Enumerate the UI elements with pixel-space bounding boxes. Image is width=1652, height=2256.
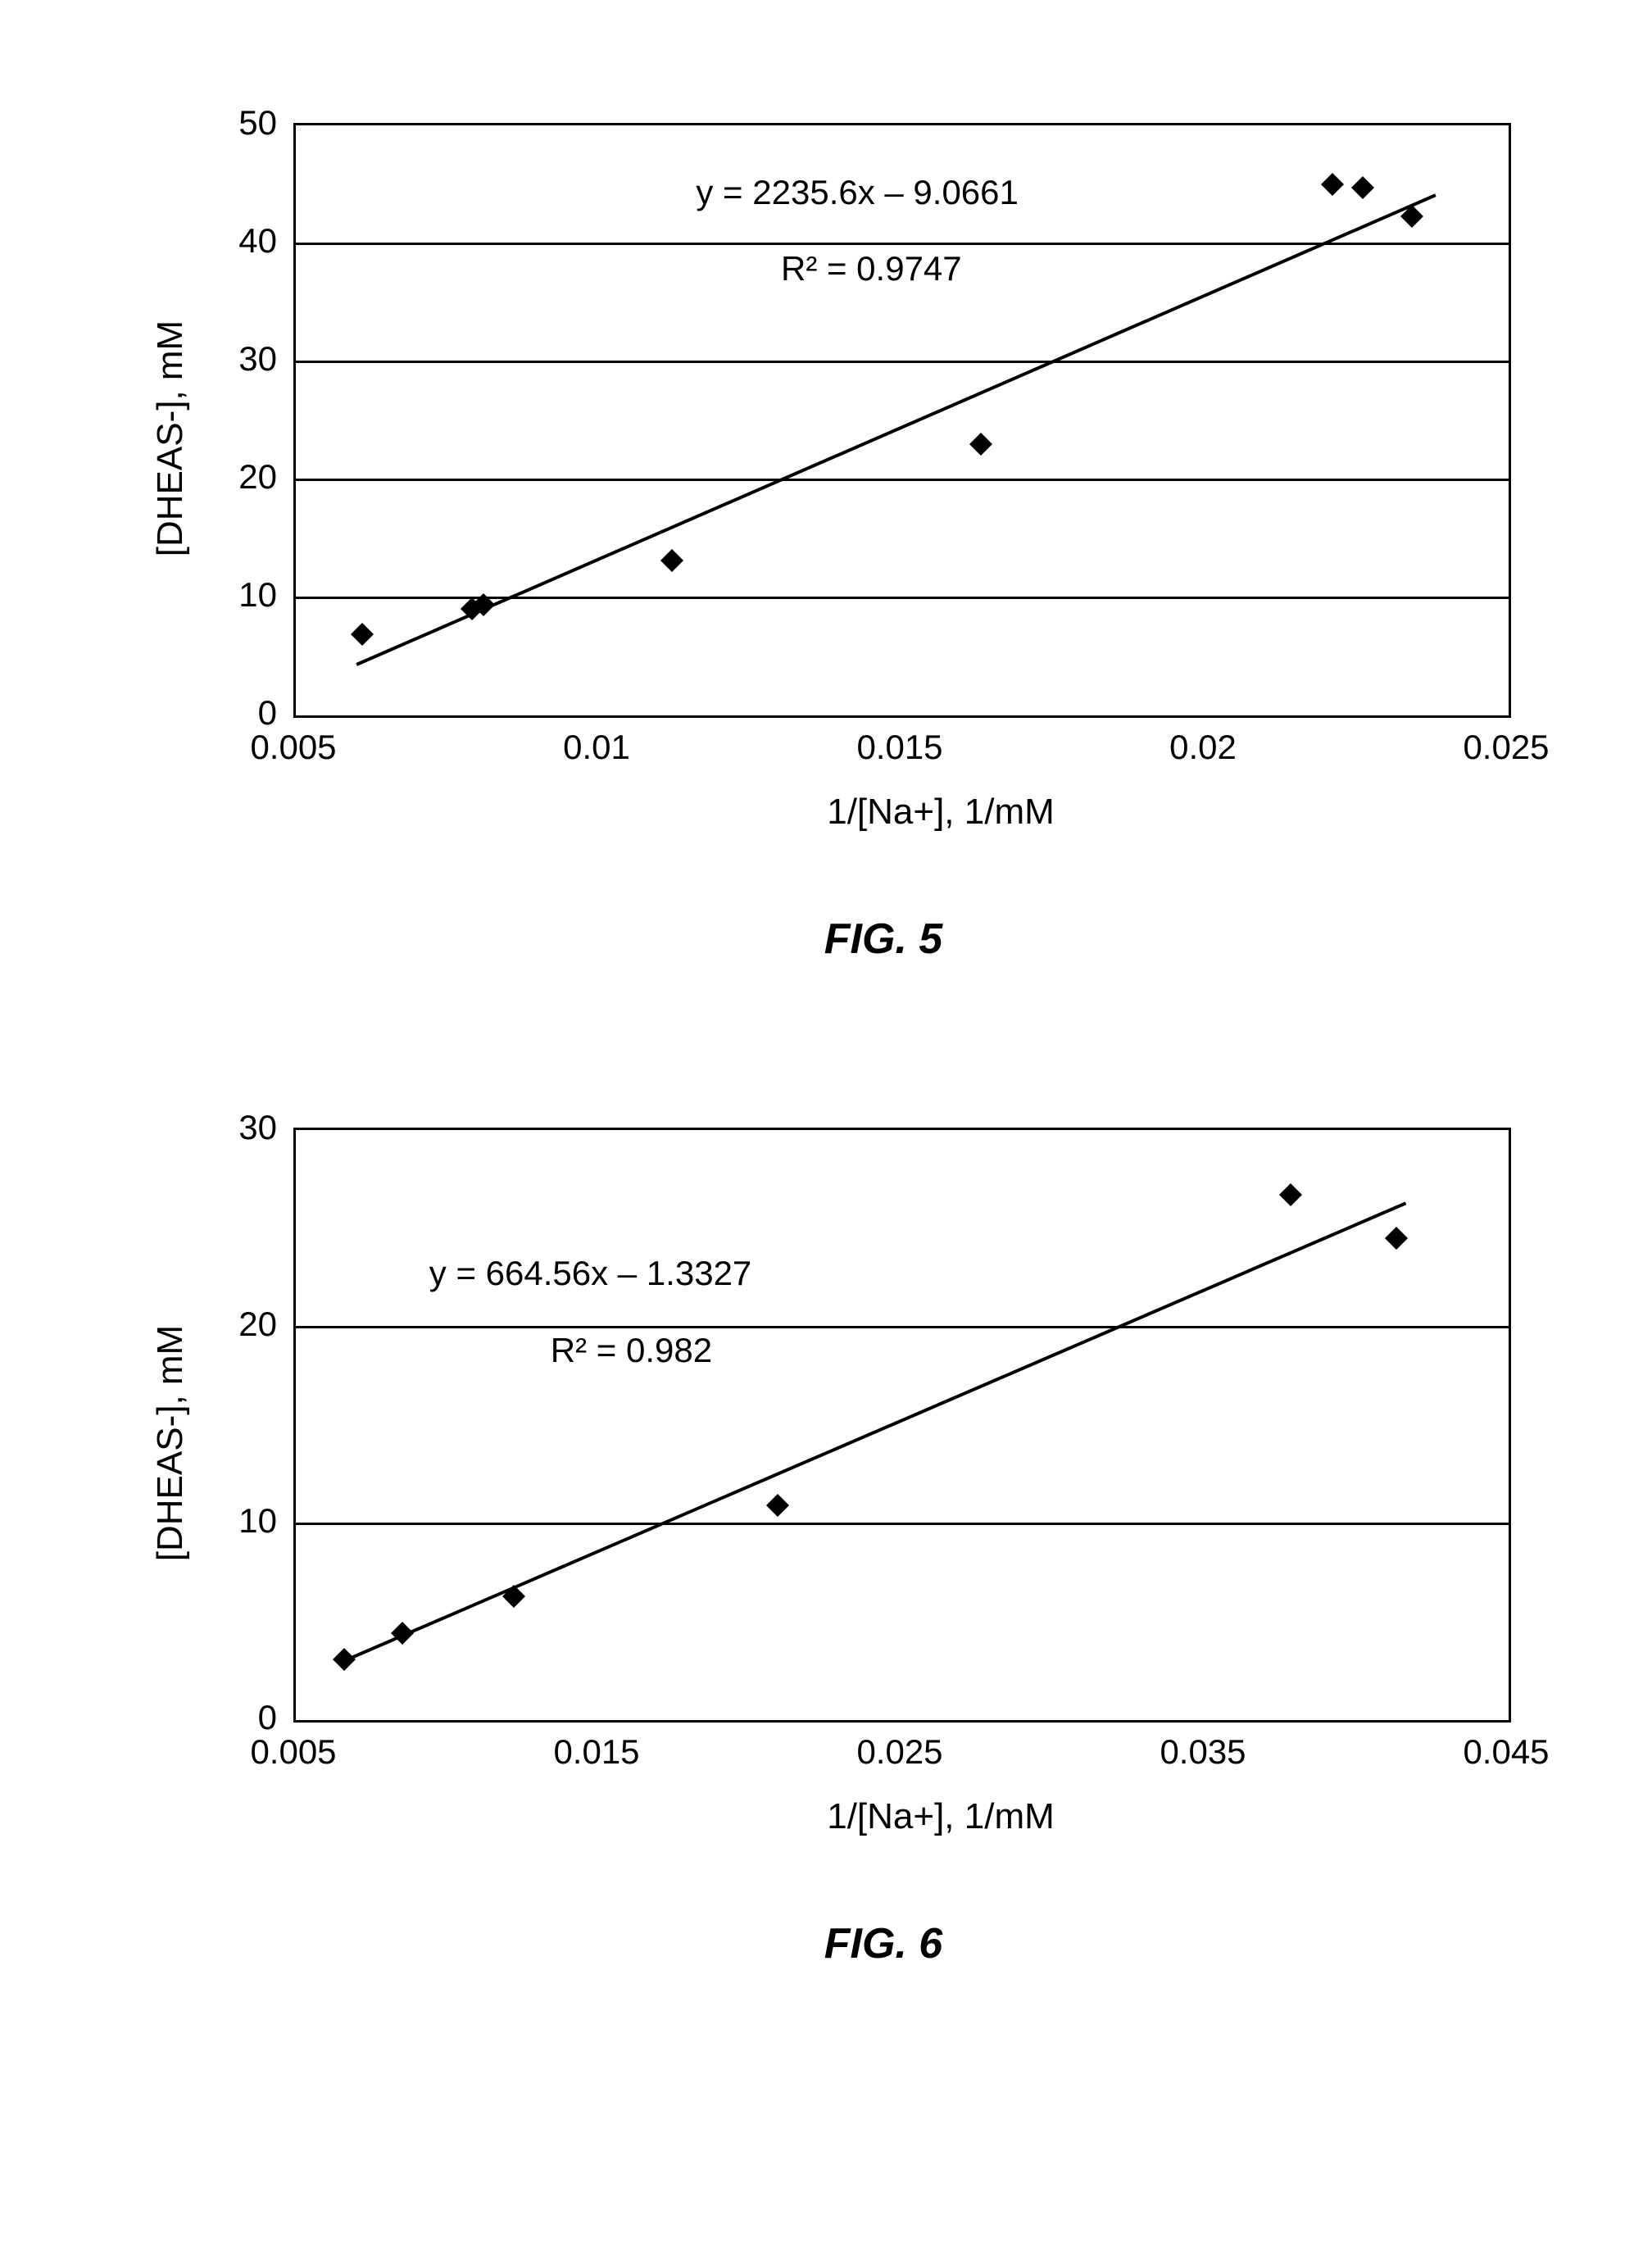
- fig6-r2: R² = 0.982: [551, 1331, 712, 1370]
- fig5-x-axis-label: 1/[Na+], 1/mM: [334, 792, 1547, 833]
- y-tick-label: 10: [203, 575, 277, 615]
- x-tick-label: 0.025: [826, 1732, 974, 1772]
- gridline: [296, 1326, 1509, 1328]
- fig5-r2: R² = 0.9747: [781, 249, 962, 288]
- y-tick-label: 40: [203, 221, 277, 261]
- y-tick-label: 10: [203, 1501, 277, 1541]
- y-tick-label: 50: [203, 103, 277, 143]
- fig5-caption: FIG. 5: [824, 915, 942, 964]
- data-point: [969, 433, 992, 456]
- y-tick-label: 30: [203, 339, 277, 379]
- fig5-y-axis-label: [DHEAS-], mM: [150, 275, 191, 602]
- data-point: [660, 549, 683, 572]
- fig6-equation: y = 664.56x – 1.3327: [429, 1254, 751, 1293]
- data-point: [766, 1494, 789, 1517]
- figure-5: [DHEAS-], mM y = 2235.6x – 9.0661 R² = 0…: [0, 0, 1652, 964]
- data-point: [1385, 1227, 1408, 1250]
- gridline: [296, 1523, 1509, 1525]
- data-point: [391, 1622, 414, 1645]
- y-tick-label: 20: [203, 1305, 277, 1344]
- figure-6: [DHEAS-], mM y = 664.56x – 1.3327 R² = 0…: [0, 1128, 1652, 1968]
- x-tick-label: 0.015: [523, 1732, 670, 1772]
- data-point: [333, 1648, 356, 1671]
- y-tick-label: 0: [203, 693, 277, 733]
- fig6-plot-area: y = 664.56x – 1.3327 R² = 0.982: [293, 1128, 1511, 1723]
- gridline: [296, 361, 1509, 363]
- fig6-x-axis-label: 1/[Na+], 1/mM: [334, 1796, 1547, 1837]
- x-tick-label: 0.005: [220, 1732, 367, 1772]
- x-tick-label: 0.025: [1432, 728, 1580, 767]
- data-point: [351, 623, 374, 646]
- y-tick-label: 30: [203, 1108, 277, 1147]
- data-point: [1400, 205, 1423, 228]
- x-tick-label: 0.015: [826, 728, 974, 767]
- x-tick-label: 0.005: [220, 728, 367, 767]
- data-point: [502, 1585, 525, 1608]
- fig5-plot-area: y = 2235.6x – 9.0661 R² = 0.9747: [293, 123, 1511, 718]
- x-tick-label: 0.045: [1432, 1732, 1580, 1772]
- y-tick-label: 20: [203, 457, 277, 497]
- fig6-caption: FIG. 6: [824, 1919, 942, 1968]
- fig6-y-axis-label: [DHEAS-], mM: [150, 1279, 191, 1607]
- x-tick-label: 0.01: [523, 728, 670, 767]
- y-tick-label: 0: [203, 1698, 277, 1737]
- x-tick-label: 0.035: [1129, 1732, 1277, 1772]
- data-point: [1279, 1183, 1302, 1206]
- data-point: [472, 593, 495, 616]
- data-point: [1321, 173, 1344, 196]
- x-tick-label: 0.02: [1129, 728, 1277, 767]
- fig5-equation: y = 2235.6x – 9.0661: [696, 173, 1018, 212]
- data-point: [1351, 176, 1374, 199]
- gridline: [296, 479, 1509, 481]
